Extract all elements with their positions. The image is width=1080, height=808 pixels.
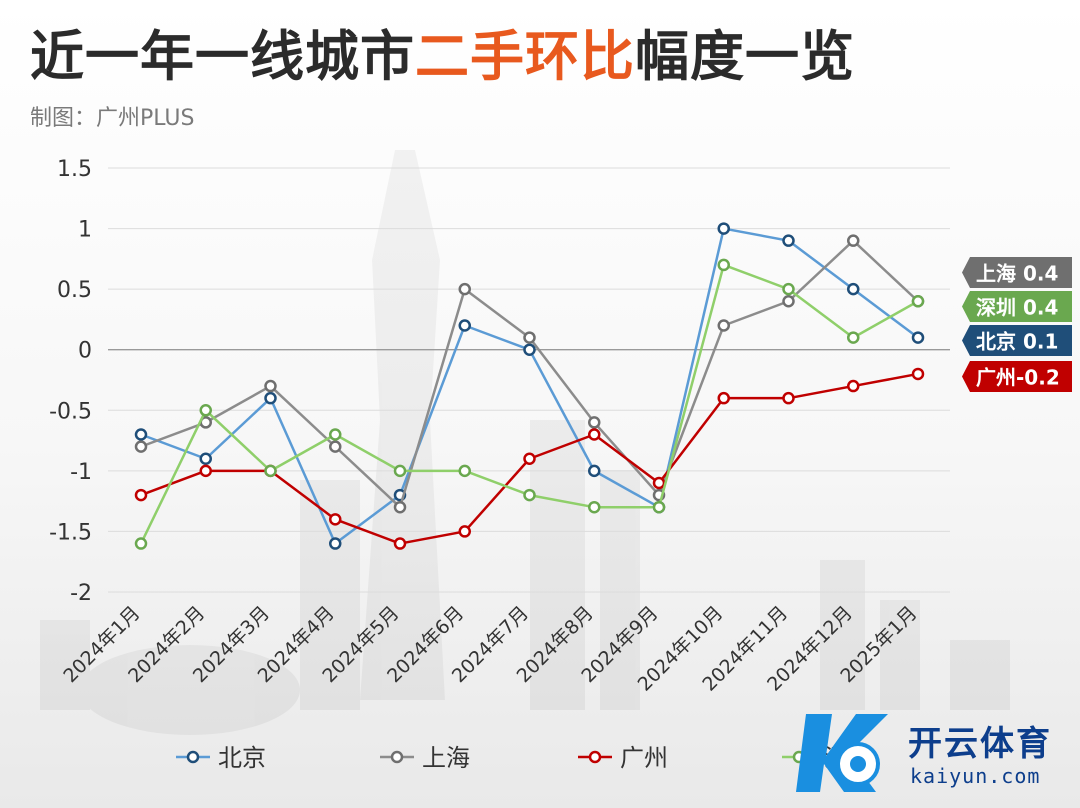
y-tick-label: 1.5 — [57, 157, 92, 182]
data-point — [458, 525, 471, 538]
data-point — [782, 282, 795, 296]
end-tag-label: 上海 0.4 — [976, 262, 1058, 286]
y-tick-label: 0 — [78, 339, 92, 364]
data-point — [199, 452, 212, 465]
data-point — [847, 234, 860, 247]
data-point — [588, 416, 601, 429]
data-point — [652, 476, 666, 490]
data-point — [458, 282, 471, 296]
title-suffix: 幅度一览 — [635, 25, 855, 88]
data-point — [911, 367, 925, 381]
data-point — [523, 488, 536, 502]
watermark-name: 开云体育 — [908, 724, 1052, 764]
end-tag-badge — [962, 361, 1072, 392]
data-point — [717, 222, 730, 235]
data-point — [264, 379, 277, 393]
data-point — [847, 282, 860, 296]
data-point — [199, 464, 212, 478]
data-point — [264, 464, 277, 478]
legend-marker — [390, 750, 404, 764]
data-point — [588, 464, 601, 478]
data-point — [393, 464, 407, 478]
data-point — [523, 452, 536, 465]
y-tick-label: -2 — [70, 581, 92, 606]
data-point — [847, 379, 860, 393]
data-point — [134, 488, 148, 502]
data-point — [588, 428, 601, 441]
chart-credit: 制图：广州PLUS — [30, 106, 195, 131]
title-highlight: 二手环比 — [415, 25, 635, 88]
data-point — [134, 428, 148, 441]
end-tag-label: 北京 0.1 — [976, 330, 1058, 354]
data-point — [782, 234, 795, 247]
y-tick-label: 1 — [78, 218, 92, 243]
watermark: 开云体育 kaiyun.com — [796, 706, 1066, 798]
data-point — [458, 319, 471, 332]
data-point — [329, 537, 342, 550]
data-point — [847, 331, 860, 344]
y-tick-label: -1.5 — [49, 520, 92, 545]
data-point — [523, 331, 536, 344]
data-point — [329, 440, 342, 453]
y-tick-label: -1 — [70, 460, 92, 485]
series-line-上海 — [140, 239, 919, 509]
data-point — [523, 343, 536, 356]
data-point — [458, 464, 471, 478]
series-line-深圳 — [139, 263, 919, 545]
title-prefix: 近一年一线城市 — [30, 25, 415, 88]
legend-label: 上海 — [422, 744, 470, 772]
end-tag-badge — [962, 291, 1072, 322]
data-point — [329, 513, 342, 526]
data-point — [393, 500, 407, 514]
data-point — [329, 428, 342, 441]
data-point — [134, 440, 148, 453]
data-point — [393, 537, 407, 550]
page-title: 近一年一线城市二手环比幅度一览 — [30, 12, 855, 91]
data-point — [717, 319, 730, 332]
legend-label: 广州 — [620, 744, 668, 772]
data-point — [199, 404, 212, 417]
legend-marker — [186, 750, 200, 764]
watermark-url: kaiyun.com — [910, 764, 1041, 788]
end-tag-label: 深圳 0.4 — [976, 296, 1058, 320]
data-point — [717, 258, 730, 272]
y-tick-label: -0.5 — [49, 399, 92, 424]
legend-marker — [588, 750, 602, 764]
y-tick-label: 0.5 — [57, 278, 92, 303]
legend-label: 北京 — [218, 744, 266, 772]
data-point — [264, 391, 277, 405]
data-point — [911, 331, 925, 344]
data-point — [782, 391, 795, 405]
data-point — [134, 537, 148, 550]
kaiyun-logo-icon — [796, 714, 888, 792]
end-tag-label: 广州-0.2 — [976, 366, 1060, 390]
end-tag-badge — [962, 325, 1072, 356]
data-point — [717, 391, 730, 405]
data-point — [652, 500, 666, 514]
data-point — [782, 295, 795, 308]
end-tag-badge — [962, 257, 1072, 288]
data-point — [588, 500, 601, 514]
data-point — [911, 295, 925, 308]
